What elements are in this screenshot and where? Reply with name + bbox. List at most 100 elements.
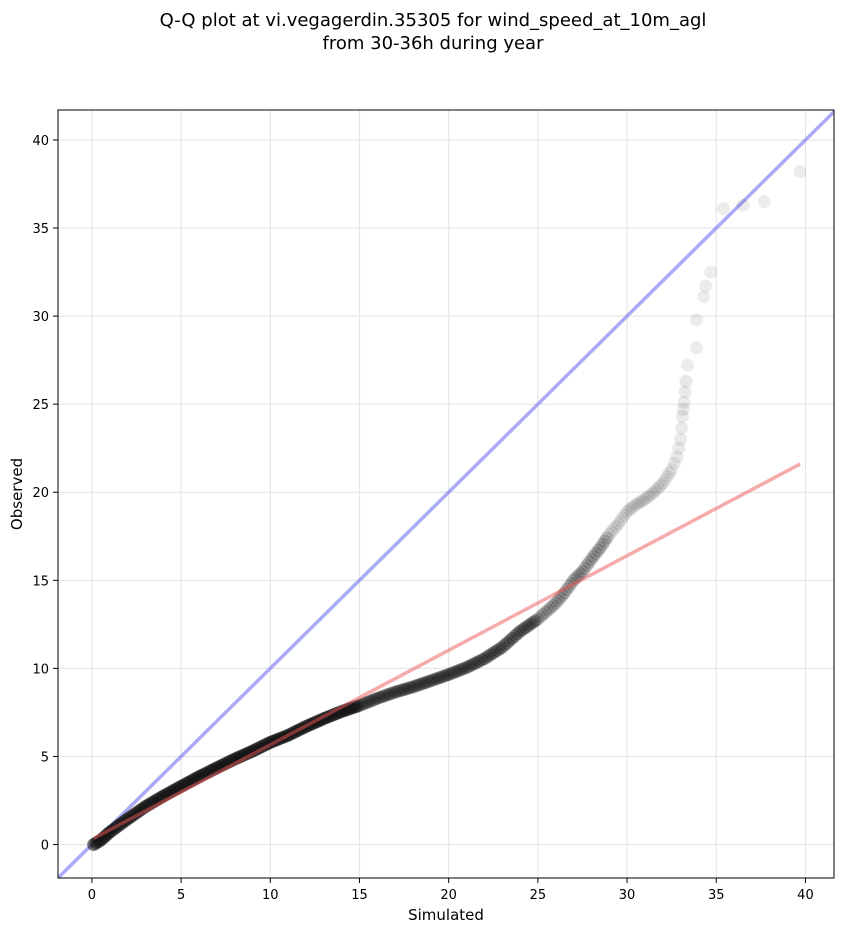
fit-line: [92, 462, 801, 840]
data-point: [350, 699, 364, 713]
data-point: [638, 492, 652, 506]
data-points: [87, 165, 807, 852]
data-point: [665, 462, 679, 476]
data-point: [679, 374, 693, 388]
data-point: [457, 662, 471, 676]
data-point: [505, 631, 519, 645]
data-point: [488, 645, 502, 659]
data-point: [640, 491, 654, 505]
data-point: [716, 202, 730, 216]
data-point: [549, 596, 563, 610]
data-point: [656, 476, 670, 490]
data-point: [378, 689, 392, 703]
y-tick-label: 15: [32, 574, 49, 589]
axis-ticks: 0 5 10 15 20 25 30 35 40 0 5 10 15 20 25 30 35 40: [32, 134, 813, 903]
data-point: [411, 678, 425, 692]
data-point: [523, 617, 537, 631]
data-point: [437, 669, 451, 683]
y-tick-label: 40: [32, 134, 49, 149]
data-point: [429, 672, 443, 686]
data-point: [363, 694, 377, 708]
x-tick-label: 30: [619, 888, 636, 903]
data-point: [613, 514, 627, 528]
data-point: [431, 671, 445, 685]
data-point: [670, 450, 684, 464]
data-point: [381, 688, 395, 702]
data-point: [539, 605, 553, 619]
data-point: [401, 681, 415, 695]
data-point: [736, 198, 750, 212]
data-point: [503, 633, 517, 647]
data-point: [651, 481, 665, 495]
data-point: [757, 195, 771, 209]
data-point: [584, 552, 598, 566]
data-point: [416, 676, 430, 690]
data-point: [647, 485, 661, 499]
data-point: [602, 528, 616, 542]
data-point: [587, 549, 601, 563]
data-point: [355, 697, 369, 711]
data-point: [676, 402, 690, 416]
data-point: [521, 619, 535, 633]
data-point: [667, 456, 681, 470]
y-tick-label: 5: [41, 750, 49, 765]
data-point: [575, 565, 589, 579]
data-point: [636, 494, 650, 508]
data-point: [439, 668, 453, 682]
data-point: [536, 608, 550, 622]
data-point: [383, 687, 397, 701]
y-tick-label: 30: [32, 310, 49, 325]
data-point: [510, 627, 524, 641]
data-point: [452, 664, 466, 678]
data-point: [607, 522, 621, 536]
data-point: [465, 658, 479, 672]
data-point: [609, 520, 623, 534]
data-point: [677, 395, 691, 409]
data-point: [460, 661, 474, 675]
data-point: [495, 640, 509, 654]
data-point: [675, 409, 689, 423]
data-point: [674, 432, 688, 446]
data-point: [658, 473, 672, 487]
data-point: [551, 594, 565, 608]
data-point: [618, 508, 632, 522]
grid-lines: [58, 110, 834, 878]
data-point: [421, 675, 435, 689]
x-tick-label: 20: [440, 888, 457, 903]
data-point: [629, 498, 643, 512]
data-point: [406, 680, 420, 694]
data-point: [531, 612, 545, 626]
data-point: [449, 665, 463, 679]
data-point: [678, 385, 692, 399]
y-tick-label: 10: [32, 662, 49, 677]
identity-line: [58, 110, 834, 878]
data-point: [625, 501, 639, 515]
data-point: [454, 663, 468, 677]
data-point: [690, 341, 704, 355]
data-point: [365, 693, 379, 707]
plot-frame: [57, 109, 835, 879]
x-axis-label: Simulated: [408, 906, 484, 924]
data-point: [482, 648, 496, 662]
y-axis-label: Observed: [8, 458, 26, 530]
chart-title: Q-Q plot at vi.vegagerdin.35305 for wind…: [160, 10, 707, 54]
y-tick-label: 25: [32, 398, 49, 413]
data-point: [631, 496, 645, 510]
data-point: [642, 489, 656, 503]
data-point: [386, 686, 400, 700]
data-point: [444, 667, 458, 681]
data-point: [518, 621, 532, 635]
data-point: [419, 675, 433, 689]
data-point: [447, 666, 461, 680]
x-tick-label: 25: [530, 888, 547, 903]
data-point: [633, 495, 647, 509]
data-point: [368, 692, 382, 706]
data-point: [622, 503, 636, 517]
data-point: [620, 505, 634, 519]
data-point: [598, 534, 612, 548]
data-point: [596, 537, 610, 551]
data-point: [391, 684, 405, 698]
data-point: [442, 668, 456, 682]
data-point: [513, 624, 527, 638]
